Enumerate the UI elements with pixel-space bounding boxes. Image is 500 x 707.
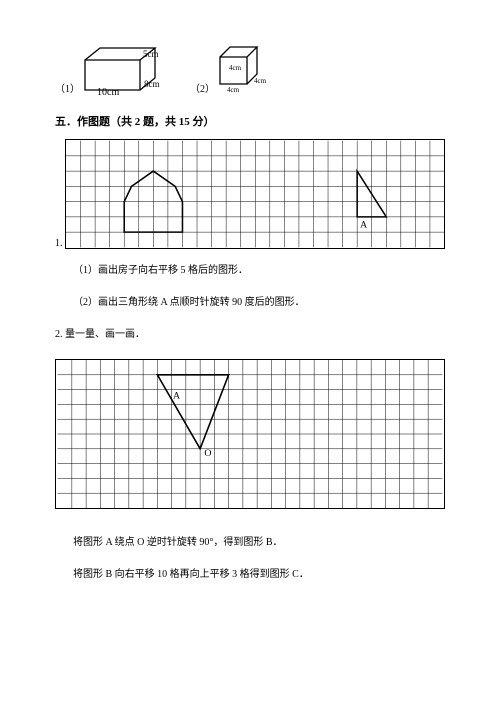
solids-row: （1） 5cm 8cm 10cm （2） 4cm 4cm 4cm [55,40,445,95]
q2-line2: 将图形 B 向右平移 10 格再向上平移 3 格得到图形 C． [73,567,445,583]
svg-text:A: A [173,390,181,401]
svg-text:A: A [360,220,367,231]
q2-grid: AO [55,359,445,509]
solid-index-2: （2） [190,80,215,95]
cube-figure: 4cm 4cm 4cm [215,40,270,95]
q1-number: 1. [55,239,63,249]
cube-a-label: 4cm [229,64,242,72]
cuboid-w-label: 10cm [97,87,119,95]
cuboid-h-label: 5cm [143,49,159,59]
svg-text:O: O [204,448,211,459]
solid-index-1: （1） [55,80,80,95]
cuboid-d-label: 8cm [144,79,160,89]
q1-wrap: 1. A [55,139,445,249]
q1-sub2: （2）画出三角形绕 A 点顺时针旋转 90 度后的图形． [73,295,445,311]
cuboid-figure: 5cm 8cm 10cm [80,40,180,95]
q2-title: 2. 量一量、画一画． [55,327,445,343]
q1-grid: A [65,139,446,249]
cube-b-label: 4cm [227,86,240,94]
cube-c-label: 4cm [254,77,267,85]
q1-sub1: （1）画出房子向右平移 5 格后的图形． [73,263,445,279]
section-5-title: 五．作图题（共 2 题，共 15 分） [55,113,445,129]
q2-line1: 将图形 A 绕点 O 逆时针旋转 90°，得到图形 B． [73,535,445,551]
